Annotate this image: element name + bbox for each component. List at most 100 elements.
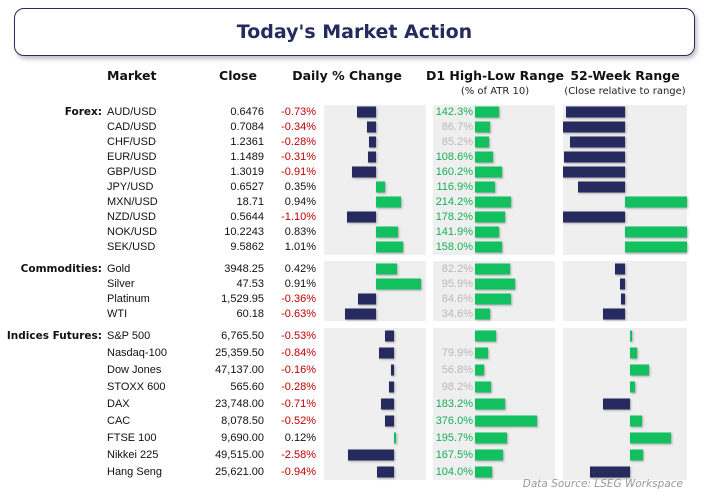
daily-change-bar xyxy=(391,364,394,376)
table-row: NOK/USD 10.2243 0.83% 141.9% xyxy=(0,225,710,240)
market-name: SEK/USD xyxy=(107,241,156,253)
d1-range-bar xyxy=(475,181,495,193)
52week-range-bar xyxy=(563,211,625,223)
close-value: 23,748.00 xyxy=(215,398,264,411)
d1-range-value: 141.9% xyxy=(435,226,473,238)
d1-range-value: 160.2% xyxy=(435,166,473,178)
daily-change-value: 0.91% xyxy=(284,277,316,290)
table-row: Platinum 1,529.95 -0.36% 84.6% xyxy=(0,291,710,306)
market-name: Platinum xyxy=(107,292,150,305)
close-value: 1.2361 xyxy=(230,136,264,148)
d1-range-bar xyxy=(475,263,510,274)
d1-range-value: 85.2% xyxy=(441,136,473,148)
d1-range-bar xyxy=(475,151,494,163)
daily-change-bar xyxy=(376,181,386,193)
header-52week-subtitle: (Close relative to range) xyxy=(564,86,686,97)
market-name: WTI xyxy=(107,307,128,320)
52week-range-bar xyxy=(563,166,625,178)
d1-range-value: 195.7% xyxy=(435,431,473,444)
daily-change-value: 0.94% xyxy=(284,196,316,208)
d1-range-value: 82.2% xyxy=(441,262,473,275)
daily-change-value: -0.94% xyxy=(281,465,316,478)
52week-range-bar xyxy=(630,415,642,427)
market-name: JPY/USD xyxy=(107,181,154,193)
daily-change-value: -0.84% xyxy=(281,347,316,360)
table-row: Nikkei 225 49,515.00 -2.58% 167.5% xyxy=(0,446,710,463)
d1-range-value: 178.2% xyxy=(435,211,473,223)
close-value: 0.7084 xyxy=(230,121,264,133)
close-value: 25,359.50 xyxy=(215,347,264,360)
daily-change-bar xyxy=(384,415,394,427)
d1-range-bar xyxy=(475,211,505,223)
52week-range-bar xyxy=(602,398,630,410)
table-row: CAD/USD 0.7084 -0.34% 86.7% xyxy=(0,120,710,135)
52week-range-bar xyxy=(625,241,687,253)
market-name: STOXX 600 xyxy=(107,381,166,394)
daily-change-value: -0.73% xyxy=(281,106,316,118)
close-value: 10.2243 xyxy=(224,226,264,238)
market-name: CAC xyxy=(107,414,131,427)
daily-change-value: 0.12% xyxy=(284,431,316,444)
close-value: 60.18 xyxy=(236,307,264,320)
d1-range-bar xyxy=(475,381,492,393)
daily-change-bar xyxy=(368,136,376,148)
52week-range-bar xyxy=(615,263,625,274)
52week-range-bar xyxy=(630,330,632,342)
market-name: NZD/USD xyxy=(107,211,156,223)
table-row: Hang Seng 25,621.00 -0.94% 104.0% xyxy=(0,463,710,480)
market-name: NOK/USD xyxy=(107,226,158,238)
close-value: 25,621.00 xyxy=(215,465,264,478)
52week-panel xyxy=(563,261,687,321)
close-value: 9,690.00 xyxy=(221,431,264,444)
daily-change-bar xyxy=(384,330,394,342)
d1-range-bar xyxy=(475,432,508,444)
close-value: 9.5862 xyxy=(230,241,264,253)
52week-range-bar xyxy=(625,196,687,208)
close-value: 0.6527 xyxy=(230,181,264,193)
d1-range-bar xyxy=(475,347,489,359)
d1-range-value: 34.6% xyxy=(441,307,473,320)
d1-range-bar xyxy=(475,330,496,342)
daily-change-bar xyxy=(376,263,397,274)
daily-change-value: -0.28% xyxy=(281,136,316,148)
d1-range-bar xyxy=(475,226,499,238)
daily-change-value: -0.71% xyxy=(281,398,316,411)
daily-change-bar xyxy=(358,293,376,304)
daily-change-bar xyxy=(351,166,376,178)
market-name: GBP/USD xyxy=(107,166,157,178)
close-value: 18.71 xyxy=(236,196,264,208)
d1-range-bar xyxy=(475,415,538,427)
52week-range-bar xyxy=(563,121,625,133)
close-value: 0.6476 xyxy=(230,106,264,118)
daily-change-value: -0.52% xyxy=(281,414,316,427)
d1-range-bar xyxy=(475,196,511,208)
close-value: 47.53 xyxy=(236,277,264,290)
close-value: 1,529.95 xyxy=(221,292,264,305)
daily-change-bar xyxy=(389,381,394,393)
market-name: Gold xyxy=(107,262,131,275)
close-value: 3948.25 xyxy=(224,262,264,275)
close-value: 49,515.00 xyxy=(215,448,264,461)
close-value: 1.1489 xyxy=(230,151,264,163)
d1-range-bar xyxy=(475,293,511,304)
daily-change-bar xyxy=(376,278,421,289)
table-row: Silver 47.53 0.91% 95.9% xyxy=(0,276,710,291)
daily-change-value: -1.10% xyxy=(281,211,316,223)
table-row: WTI 60.18 -0.63% 34.6% xyxy=(0,306,710,321)
title-banner: Today's Market Action xyxy=(14,8,695,56)
52week-range-bar xyxy=(630,432,671,444)
table-row: CHF/USD 1.2361 -0.28% 85.2% xyxy=(0,135,710,150)
52week-range-bar xyxy=(566,106,625,118)
market-name: AUD/USD xyxy=(107,106,157,118)
d1-range-bar xyxy=(475,466,493,478)
daily-change-value: -0.53% xyxy=(281,330,316,343)
daily-change-value: 0.83% xyxy=(284,226,316,238)
daily-change-bar xyxy=(379,347,394,359)
52week-range-bar xyxy=(630,381,635,393)
table-row: Indices Futures: S&P 500 6,765.50 -0.53% xyxy=(0,328,710,345)
table-row: Dow Jones 47,137.00 -0.16% 56.8% xyxy=(0,362,710,379)
market-name: DAX xyxy=(107,398,130,411)
52week-range-bar xyxy=(569,136,625,148)
52week-range-bar xyxy=(603,308,625,319)
header-52week: 52-Week Range xyxy=(570,68,680,83)
